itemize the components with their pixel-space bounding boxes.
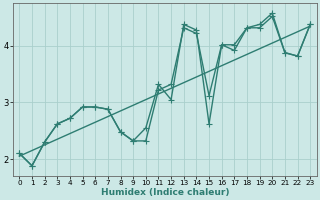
X-axis label: Humidex (Indice chaleur): Humidex (Indice chaleur): [100, 188, 229, 197]
